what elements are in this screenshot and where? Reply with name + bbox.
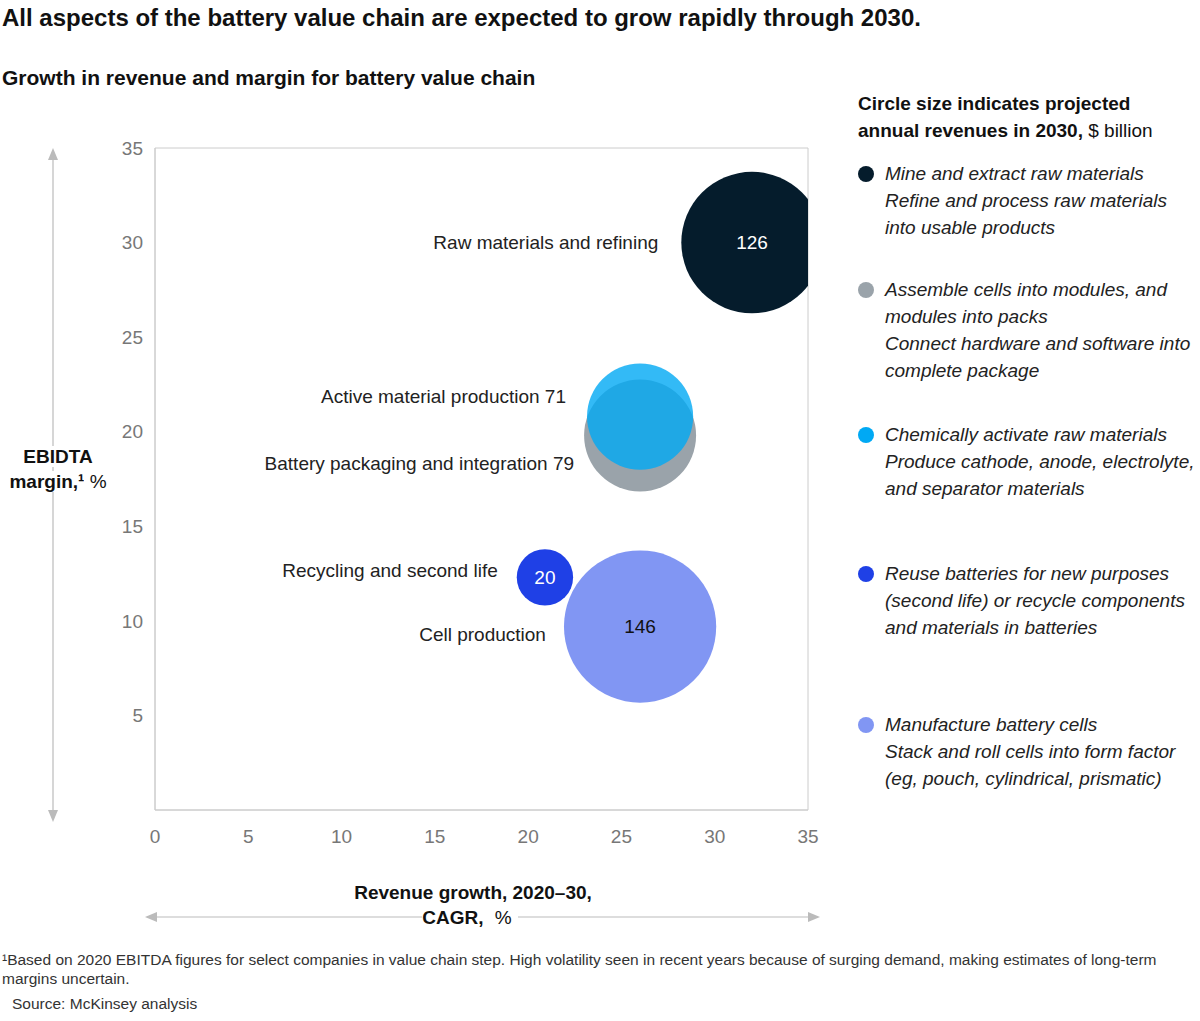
svg-text:25: 25 [122,327,143,348]
svg-text:15: 15 [424,826,445,847]
svg-text:Cell production: Cell production [419,624,546,645]
svg-text:Active material production 71: Active material production 71 [321,386,566,407]
svg-text:20: 20 [122,421,143,442]
svg-text:20: 20 [518,826,539,847]
svg-text:Recycling and second life: Recycling and second life [282,560,497,581]
svg-text:30: 30 [122,232,143,253]
html-text:Source: McKinsey analysis: Source: McKinsey analysis [12,995,198,1012]
html-text:Reuse batteries for new purpos: Reuse batteries for new purposes (second… [885,563,1185,638]
svg-text:126: 126 [736,232,768,253]
html-text:Mine and extract raw materials: Mine and extract raw materials [885,163,1144,184]
svg-text:5: 5 [132,705,143,726]
svg-text:10: 10 [331,826,352,847]
html-text:Produce cathode, anode, electr: Produce cathode, anode, electrolyte, and… [885,451,1195,499]
html-text:Connect hardware and software: Connect hardware and software into compl… [885,333,1191,381]
svg-text:0: 0 [150,826,161,847]
html-text:Revenue growth, 2020–30, CAGR,: Revenue growth, 2020–30, CAGR, % [354,882,592,928]
html-text:Growth in revenue and margin f: Growth in revenue and margin for battery… [2,66,536,89]
svg-text:35: 35 [122,138,143,159]
html-text:¹Based on 2020 EBITDA figures: ¹Based on 2020 EBITDA figures for select… [2,951,1157,987]
html-text:Circle size indicates projecte: Circle size indicates projected annual r… [858,93,1153,141]
svg-text:35: 35 [797,826,818,847]
svg-text:25: 25 [611,826,632,847]
html-text:All aspects of the battery val: All aspects of the battery value chain a… [2,4,921,31]
html-text:Refine and process raw materia: Refine and process raw materials into us… [885,190,1167,238]
svg-text:146: 146 [624,616,656,637]
svg-text:Raw materials and refining: Raw materials and refining [433,232,658,253]
html-text:Stack and roll cells into form: Stack and roll cells into form factor (e… [885,741,1176,789]
html-text:Chemically activate raw materi: Chemically activate raw materials [885,424,1167,445]
html-text:Assemble cells into modules, a: Assemble cells into modules, and modules… [885,279,1167,327]
svg-text:5: 5 [243,826,254,847]
html-text:EBIDTA margin,¹%: EBIDTA margin,¹% [9,446,107,492]
svg-text:10: 10 [122,611,143,632]
svg-text:15: 15 [122,516,143,537]
svg-text:20: 20 [534,567,555,588]
svg-text:Battery packaging and integrat: Battery packaging and integration 79 [265,453,575,474]
html-text:Manufacture battery cells: Manufacture battery cells [885,714,1098,735]
svg-text:30: 30 [704,826,725,847]
